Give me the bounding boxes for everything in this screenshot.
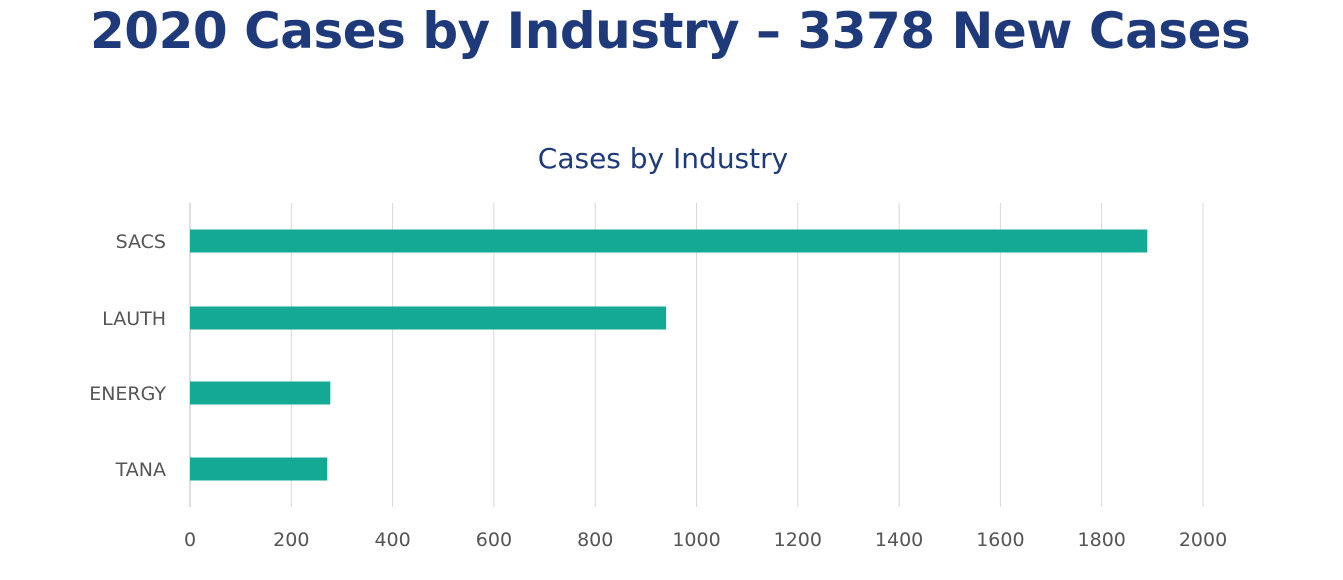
x-tick-label-200: 200 bbox=[273, 529, 309, 551]
x-tick-label-1600: 1600 bbox=[976, 529, 1024, 551]
x-tick-label-400: 400 bbox=[374, 529, 410, 551]
chart-gridlines bbox=[189, 203, 1204, 507]
x-tick-label-1000: 1000 bbox=[672, 529, 720, 551]
category-label-energy: ENERGY bbox=[89, 383, 166, 405]
bar-lauth bbox=[190, 306, 667, 330]
chart-category-labels: SACS LAUTH ENERGY TANA bbox=[89, 231, 166, 481]
chart-title: Cases by Industry bbox=[538, 142, 788, 175]
x-tick-label-1800: 1800 bbox=[1078, 529, 1126, 551]
category-label-lauth: LAUTH bbox=[102, 308, 166, 330]
category-label-sacs: SACS bbox=[116, 231, 166, 253]
chart-x-tick-labels: 0 200 400 600 800 1000 1200 1400 1600 1800 2000 bbox=[184, 529, 1227, 551]
x-tick-label-800: 800 bbox=[577, 529, 613, 551]
x-tick-label-1400: 1400 bbox=[875, 529, 923, 551]
bar-tana bbox=[190, 457, 328, 481]
chart-bars bbox=[190, 229, 1148, 481]
bar-sacs bbox=[190, 229, 1148, 253]
category-label-tana: TANA bbox=[115, 459, 166, 481]
bar-energy bbox=[190, 381, 331, 405]
x-tick-label-2000: 2000 bbox=[1179, 529, 1227, 551]
x-tick-label-0: 0 bbox=[184, 529, 196, 551]
x-tick-label-1200: 1200 bbox=[774, 529, 822, 551]
slide-title: 2020 Cases by Industry – 3378 New Cases bbox=[90, 2, 1251, 60]
x-tick-label-600: 600 bbox=[476, 529, 512, 551]
